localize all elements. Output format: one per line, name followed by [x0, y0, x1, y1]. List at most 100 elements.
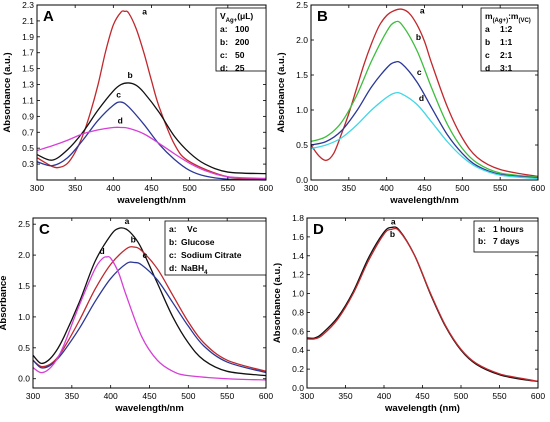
curve-label-a: a [125, 216, 130, 226]
legend: a: Vc b: Glucose c: Sodium Citrate d: NaBH4 [164, 220, 267, 276]
y-tick-label: 1.5 [296, 70, 308, 80]
series-line-b [36, 82, 267, 175]
legend-key: d: [220, 63, 228, 73]
legend-entry: 7 days [493, 236, 520, 246]
x-tick-label: 300 [300, 391, 314, 401]
legend-key: b: [169, 237, 177, 247]
x-tick-label: 300 [26, 391, 40, 401]
y-tick-label: 1.8 [292, 213, 304, 223]
curve-label-d: d [118, 116, 123, 126]
legend-entry: 1 hours [493, 224, 524, 234]
x-tick-label: 550 [492, 391, 506, 401]
legend-box [480, 7, 539, 72]
y-tick-label: 1.5 [22, 64, 34, 74]
curve-label-a: a [420, 5, 425, 15]
curve-label-a: a [142, 7, 147, 17]
curve-label-a: a [391, 217, 396, 227]
x-tick-label: 350 [68, 183, 82, 193]
x-tick-label: 600 [259, 183, 273, 193]
y-tick-label: 0.0 [292, 383, 304, 393]
panel-c: abc d 300 350 400 450 500 550 600 0.0 0.5 1.0 1.5 2.0… [0, 216, 273, 414]
legend-entry: NaBH4 [181, 263, 208, 276]
panel-letter: D [313, 221, 324, 238]
legend-entry: Vc [187, 224, 198, 234]
x-tick-label: 450 [144, 183, 158, 193]
x-tick-label: 350 [65, 391, 79, 401]
curve-label-c: c [142, 250, 147, 260]
panel-d: ab 300 350 400 450 500 550 600 0.0 0.2 0.4 0.6 0.8 1.… [272, 213, 545, 414]
legend-entry: 1:1 [500, 37, 513, 47]
y-tick-label: 2.1 [22, 16, 34, 26]
series-line-d [36, 126, 267, 180]
y-tick-label: 0.5 [22, 143, 34, 153]
legend-key: b: [478, 236, 486, 246]
x-tick-label: 550 [220, 391, 234, 401]
y-tick-label: 1.6 [292, 232, 304, 242]
x-axis-title: wavelength (nm) [384, 403, 460, 414]
y-tick-label: 2.3 [22, 0, 34, 10]
series-line-c [310, 60, 539, 179]
x-tick-label: 400 [380, 183, 394, 193]
x-tick-label: 400 [104, 391, 118, 401]
series-line-c [32, 261, 267, 374]
y-tick-label: 0.7 [22, 127, 34, 137]
legend-entry: 1:2 [500, 24, 513, 34]
x-tick-label: 500 [454, 391, 468, 401]
legend: m(Ag+):m(VC)a 1:2 b 1:1 c 2:1 d 3:1 [480, 7, 539, 73]
x-axis-title: wavelength/nm [389, 195, 459, 206]
x-tick-label: 500 [181, 391, 195, 401]
panel-a: a bc d 300 350 400 450 500 550 600 0.3 0.5 0.7 0.9 1.1… [2, 0, 273, 206]
x-tick-label: 500 [183, 183, 197, 193]
curve-label-b: b [131, 235, 136, 245]
legend-box [215, 7, 267, 72]
legend-key: c [485, 50, 490, 60]
y-axis-title: Absorbance [0, 276, 9, 331]
x-tick-label: 550 [221, 183, 235, 193]
legend-entry: Glucose [181, 237, 215, 247]
series-line-b [306, 227, 539, 383]
legend-key: c: [220, 50, 228, 60]
x-tick-label: 300 [304, 183, 318, 193]
legend-key: a: [220, 24, 228, 34]
y-tick-label: 0.2 [292, 364, 304, 374]
legend-entry: 100 [235, 24, 249, 34]
x-tick-label: 350 [342, 183, 356, 193]
y-tick-label: 0.9 [22, 111, 34, 121]
legend-key: c: [169, 250, 177, 260]
x-tick-label: 400 [377, 391, 391, 401]
curve-label-b: b [390, 229, 395, 239]
y-tick-label: 1.9 [22, 32, 34, 42]
panel-letter: B [317, 8, 328, 25]
legend-box [473, 220, 539, 253]
series-line-d [310, 91, 539, 180]
legend: VAg+(μL)a: 100 b: 200 c: 50 d: 25 [215, 7, 267, 73]
curve-label-d: d [419, 93, 424, 103]
x-tick-label: 600 [259, 391, 273, 401]
y-tick-label: 1.2 [292, 270, 304, 280]
legend-key: d: [169, 263, 177, 273]
legend-entry: Sodium Citrate [181, 250, 242, 260]
legend: a: 1 hours b: 7 days [473, 220, 539, 253]
series-line-a [310, 8, 539, 178]
legend-box [164, 220, 267, 276]
series-line-b [310, 20, 539, 178]
x-tick-label: 450 [142, 391, 156, 401]
y-tick-label: 2.5 [18, 219, 30, 229]
y-axis-title: Absorbance (a.u.) [276, 52, 287, 132]
y-tick-label: 1.1 [22, 95, 34, 105]
y-axis-title: Absorbance (a.u.) [272, 263, 283, 343]
legend-key: a [485, 24, 490, 34]
x-tick-label: 450 [417, 183, 431, 193]
y-tick-label: 0.5 [18, 343, 30, 353]
x-tick-label: 400 [106, 183, 120, 193]
legend-key: b: [220, 37, 228, 47]
series-line-c [36, 101, 267, 181]
x-tick-label: 450 [415, 391, 429, 401]
y-tick-label: 0.3 [22, 159, 34, 169]
y-tick-label: 0.8 [292, 307, 304, 317]
y-tick-label: 1.0 [18, 312, 30, 322]
series-line-d [32, 255, 267, 381]
legend-entry: 3:1 [500, 63, 513, 73]
y-tick-label: 2.0 [296, 35, 308, 45]
